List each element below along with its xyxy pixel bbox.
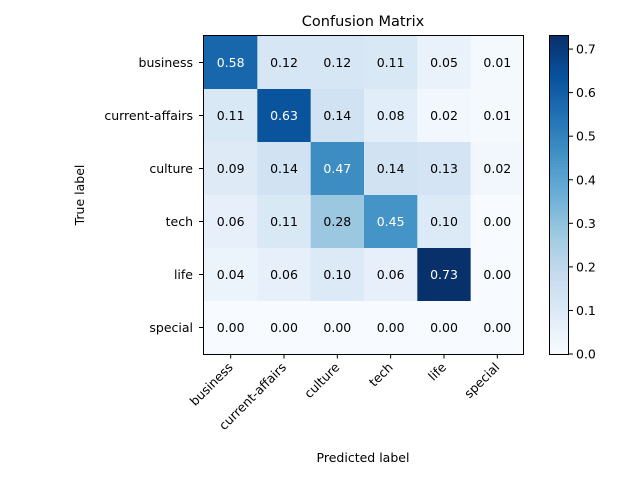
colorbar-tick-label: 0.1 bbox=[576, 303, 596, 318]
cell-value-label: 0.10 bbox=[323, 267, 351, 282]
heatmap-cell bbox=[204, 301, 258, 355]
cell-value-label: 0.00 bbox=[483, 267, 511, 282]
cell-value-label: 0.73 bbox=[430, 267, 458, 282]
cell-value-label: 0.00 bbox=[323, 320, 351, 335]
heatmap-cell bbox=[257, 142, 312, 196]
cell-value-label: 0.01 bbox=[483, 55, 511, 70]
cell-value-label: 0.45 bbox=[377, 214, 405, 229]
colorbar: 0.0 0.1 0.2 0.3 0.4 0.5 0.6 0.7 bbox=[549, 35, 596, 362]
heatmap-cell bbox=[204, 248, 258, 302]
cell-value-label: 0.02 bbox=[483, 161, 511, 176]
x-axis-label: Predicted label bbox=[317, 450, 410, 465]
chart-title: Confusion Matrix bbox=[302, 14, 425, 30]
cell-value-label: 0.08 bbox=[377, 108, 405, 123]
heatmap-cell bbox=[363, 195, 418, 249]
y-tick-label: business bbox=[139, 55, 193, 70]
heatmap-cell bbox=[310, 301, 365, 355]
y-axis-ticks: business current-affairs culture tech life sp… bbox=[104, 55, 204, 335]
heatmap-cell bbox=[204, 195, 258, 249]
heatmap-cell bbox=[257, 248, 312, 302]
heatmap-frame bbox=[203, 35, 524, 355]
cell-value-label: 0.12 bbox=[270, 55, 298, 70]
cell-value-label: 0.00 bbox=[270, 320, 298, 335]
heatmap-cell bbox=[204, 36, 258, 90]
cell-value-label: 0.11 bbox=[377, 55, 405, 70]
colorbar-tick-label: 0.6 bbox=[576, 85, 596, 100]
colorbar-tick-label: 0.2 bbox=[576, 259, 596, 274]
heatmap-cell-labels: 0.58 0.12 0.12 0.11 0.05 0.01 0.11 0.63 0.14 0.08… bbox=[217, 55, 512, 335]
heatmap-cell bbox=[363, 36, 418, 90]
heatmap-cell bbox=[417, 89, 472, 143]
cell-value-label: 0.12 bbox=[323, 55, 351, 70]
cell-value-label: 0.28 bbox=[323, 214, 351, 229]
heatmap-cell bbox=[363, 301, 418, 355]
colorbar-tick-label: 0.0 bbox=[576, 347, 596, 362]
heatmap-cell bbox=[204, 89, 258, 143]
cell-value-label: 0.01 bbox=[483, 108, 511, 123]
cell-value-label: 0.63 bbox=[270, 108, 298, 123]
cell-value-label: 0.14 bbox=[377, 161, 405, 176]
cell-value-label: 0.06 bbox=[377, 267, 405, 282]
heatmap-cell bbox=[363, 89, 418, 143]
colorbar-ticks: 0.0 0.1 0.2 0.3 0.4 0.5 0.6 0.7 bbox=[568, 42, 596, 362]
cell-value-label: 0.09 bbox=[217, 161, 245, 176]
heatmap-cell bbox=[470, 195, 525, 249]
y-tick-label: tech bbox=[166, 214, 193, 229]
colorbar-tick-label: 0.4 bbox=[576, 172, 596, 187]
cell-value-label: 0.06 bbox=[270, 267, 298, 282]
heatmap-cell bbox=[417, 248, 472, 302]
cell-value-label: 0.58 bbox=[217, 55, 245, 70]
colorbar-tick-label: 0.7 bbox=[576, 42, 596, 57]
cell-value-label: 0.00 bbox=[430, 320, 458, 335]
heatmap-cell bbox=[310, 248, 365, 302]
heatmap-cell bbox=[310, 89, 365, 143]
heatmap-cell bbox=[363, 142, 418, 196]
heatmap-cell bbox=[310, 36, 365, 90]
colorbar-tick-label: 0.5 bbox=[576, 129, 596, 144]
heatmap-cell bbox=[417, 301, 472, 355]
heatmap-cell bbox=[470, 89, 525, 143]
cell-value-label: 0.05 bbox=[430, 55, 458, 70]
heatmap-cell bbox=[417, 36, 472, 90]
cell-value-label: 0.47 bbox=[323, 161, 351, 176]
heatmap-cell bbox=[417, 195, 472, 249]
cell-value-label: 0.06 bbox=[217, 214, 245, 229]
y-tick-label: special bbox=[149, 320, 193, 335]
y-axis-label: True label bbox=[72, 165, 87, 227]
heatmap-cells bbox=[204, 36, 525, 355]
cell-value-label: 0.14 bbox=[323, 108, 351, 123]
cell-value-label: 0.00 bbox=[377, 320, 405, 335]
cell-value-label: 0.11 bbox=[217, 108, 245, 123]
cell-value-label: 0.00 bbox=[483, 320, 511, 335]
cell-value-label: 0.00 bbox=[483, 214, 511, 229]
cell-value-label: 0.11 bbox=[270, 214, 298, 229]
heatmap-cell bbox=[310, 142, 365, 196]
heatmap-cell bbox=[310, 195, 365, 249]
heatmap-cell bbox=[257, 36, 312, 90]
y-tick-label: current-affairs bbox=[104, 108, 193, 123]
y-tick-label: life bbox=[174, 267, 193, 282]
colorbar-gradient bbox=[550, 36, 568, 354]
heatmap-cell bbox=[204, 142, 258, 196]
heatmap-cell bbox=[257, 195, 312, 249]
cell-value-label: 0.02 bbox=[430, 108, 458, 123]
cell-value-label: 0.00 bbox=[217, 320, 245, 335]
heatmap-cell bbox=[470, 301, 525, 355]
colorbar-tick-label: 0.3 bbox=[576, 216, 596, 231]
heatmap-cell bbox=[417, 142, 472, 196]
heatmap-cell bbox=[470, 36, 525, 90]
heatmap-cell bbox=[470, 142, 525, 196]
colorbar-frame bbox=[549, 35, 569, 355]
cell-value-label: 0.10 bbox=[430, 214, 458, 229]
heatmap-cell bbox=[470, 248, 525, 302]
heatmap-cell bbox=[363, 248, 418, 302]
heatmap-cell bbox=[257, 89, 312, 143]
cell-value-label: 0.13 bbox=[430, 161, 458, 176]
heatmap-cell bbox=[257, 301, 312, 355]
y-tick-label: culture bbox=[149, 161, 193, 176]
cell-value-label: 0.04 bbox=[217, 267, 245, 282]
cell-value-label: 0.14 bbox=[270, 161, 298, 176]
